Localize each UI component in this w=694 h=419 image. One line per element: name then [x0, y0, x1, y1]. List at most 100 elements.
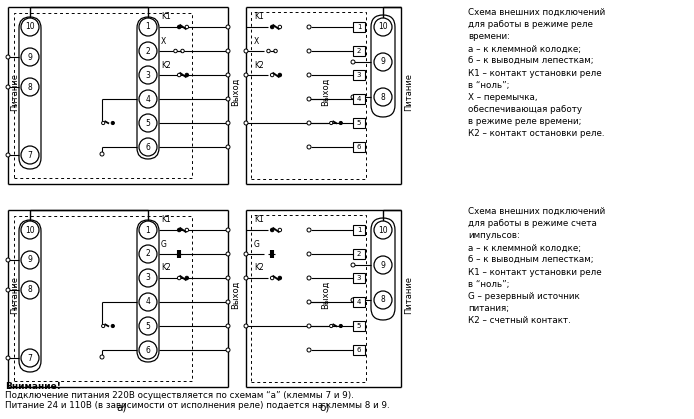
Circle shape [21, 78, 39, 96]
Circle shape [307, 252, 311, 256]
Bar [353, 46, 365, 56]
Circle shape [271, 25, 274, 29]
Bar [353, 22, 365, 32]
Text: 10: 10 [25, 23, 35, 31]
Circle shape [139, 114, 157, 132]
Circle shape [307, 324, 311, 328]
Text: K1: K1 [254, 13, 264, 21]
Bar [353, 70, 365, 80]
Text: 6: 6 [357, 144, 362, 150]
Text: 3: 3 [146, 70, 151, 80]
Circle shape [21, 349, 39, 367]
Text: 4: 4 [146, 95, 151, 103]
Circle shape [139, 293, 157, 311]
Circle shape [244, 276, 248, 280]
Text: 2: 2 [146, 47, 151, 55]
Bar [353, 321, 365, 331]
Text: 10: 10 [378, 225, 388, 235]
Circle shape [266, 49, 270, 53]
Text: K2: K2 [254, 264, 264, 272]
Circle shape [278, 276, 282, 280]
Circle shape [226, 324, 230, 328]
Circle shape [178, 228, 181, 232]
Circle shape [139, 90, 157, 108]
Text: 8: 8 [28, 285, 33, 295]
Circle shape [244, 324, 248, 328]
Circle shape [271, 228, 274, 232]
Circle shape [21, 48, 39, 66]
Circle shape [139, 66, 157, 84]
Circle shape [307, 121, 311, 125]
Text: 2: 2 [146, 249, 151, 259]
Circle shape [339, 122, 342, 124]
Bar [14, 216, 192, 381]
Circle shape [226, 73, 230, 77]
Circle shape [101, 324, 105, 328]
Text: Питание 24 и 110В (в зависимости от исполнения реле) подается на клеммы 8 и 9.: Питание 24 и 110В (в зависимости от испо… [5, 401, 389, 410]
Circle shape [307, 145, 311, 149]
Text: 3: 3 [357, 275, 362, 281]
Circle shape [139, 245, 157, 263]
Text: 9: 9 [380, 57, 385, 67]
Circle shape [6, 55, 10, 59]
Text: б): б) [320, 402, 330, 412]
Text: K1: K1 [254, 215, 264, 225]
Circle shape [178, 25, 181, 29]
Circle shape [226, 300, 230, 304]
Circle shape [226, 25, 230, 29]
Bar [353, 118, 365, 128]
Circle shape [6, 356, 10, 360]
Bar [14, 13, 192, 178]
Text: K2: K2 [254, 60, 264, 70]
Bar [353, 94, 365, 104]
Circle shape [226, 121, 230, 125]
Circle shape [244, 252, 248, 256]
Text: 10: 10 [378, 23, 388, 31]
Text: X: X [161, 36, 167, 46]
Circle shape [226, 276, 230, 280]
Circle shape [226, 228, 230, 232]
Circle shape [174, 49, 177, 53]
Circle shape [374, 256, 392, 274]
Circle shape [307, 348, 311, 352]
Text: 2: 2 [357, 251, 361, 257]
Circle shape [271, 73, 274, 77]
Circle shape [139, 138, 157, 156]
Circle shape [226, 252, 230, 256]
Circle shape [185, 25, 189, 29]
Circle shape [307, 276, 311, 280]
Circle shape [21, 221, 39, 239]
Circle shape [101, 122, 105, 124]
Circle shape [330, 122, 333, 124]
Bar [353, 297, 365, 307]
Bar [353, 345, 365, 355]
Circle shape [21, 18, 39, 36]
Circle shape [374, 18, 392, 36]
Text: Выход: Выход [232, 281, 241, 309]
Circle shape [185, 276, 189, 280]
Circle shape [374, 53, 392, 71]
Bar [353, 142, 365, 152]
Circle shape [351, 298, 355, 302]
Text: 1: 1 [357, 24, 362, 30]
Circle shape [185, 73, 189, 77]
Text: 9: 9 [380, 261, 385, 269]
Circle shape [307, 49, 311, 53]
Text: 9: 9 [28, 52, 33, 62]
Text: Питание: Питание [405, 276, 414, 314]
Text: 10: 10 [25, 225, 35, 235]
Text: G: G [254, 240, 260, 248]
Circle shape [273, 49, 277, 53]
Circle shape [307, 73, 311, 77]
Circle shape [21, 281, 39, 299]
Circle shape [271, 276, 274, 280]
Circle shape [307, 228, 311, 232]
Text: 8: 8 [28, 83, 33, 91]
Circle shape [139, 221, 157, 239]
Text: 3: 3 [146, 274, 151, 282]
Circle shape [339, 324, 342, 328]
Text: Питание: Питание [10, 73, 19, 111]
Text: Питание: Питание [10, 276, 19, 314]
Circle shape [226, 49, 230, 53]
Circle shape [100, 355, 104, 359]
